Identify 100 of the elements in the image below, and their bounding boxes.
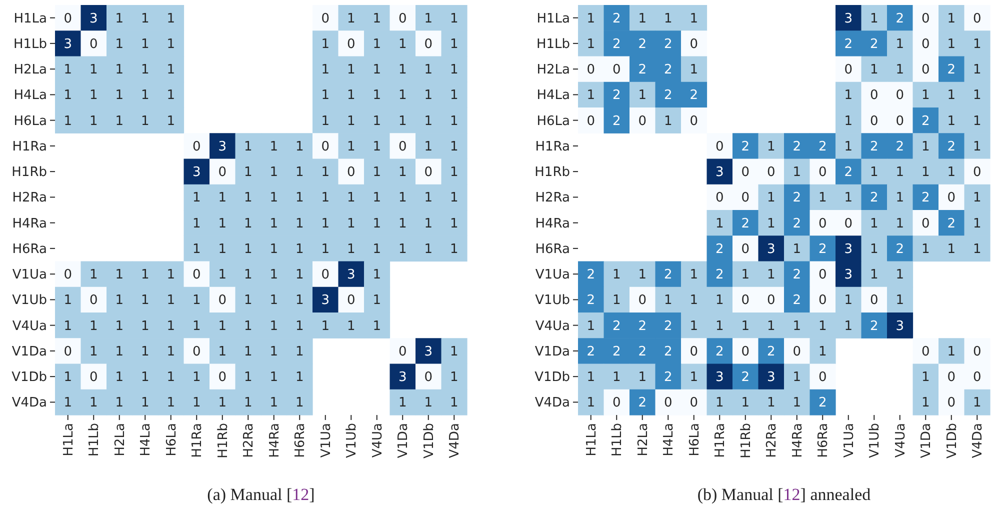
data-label: 2 bbox=[921, 190, 930, 206]
data-label: 1 bbox=[64, 370, 72, 386]
data-label: 1 bbox=[450, 36, 458, 52]
y-tick-label: V1Db bbox=[534, 370, 570, 386]
data-label: 1 bbox=[424, 190, 433, 206]
y-tick-label: H2La bbox=[536, 62, 570, 78]
data-label: 2 bbox=[664, 36, 672, 52]
data-label: 1 bbox=[192, 242, 201, 257]
data-label: 1 bbox=[586, 396, 596, 411]
data-label: 2 bbox=[896, 139, 904, 154]
data-label: 1 bbox=[295, 190, 304, 206]
data-label: 1 bbox=[372, 62, 382, 78]
data-label: 1 bbox=[450, 88, 458, 104]
data-label: 1 bbox=[896, 62, 904, 78]
x-tick-label: H1Rb bbox=[216, 423, 231, 458]
data-label: 2 bbox=[715, 268, 724, 283]
data-label: 1 bbox=[346, 62, 356, 78]
data-label: 3 bbox=[398, 370, 407, 386]
data-label: 2 bbox=[947, 216, 956, 232]
data-label: 1 bbox=[818, 318, 827, 334]
y-tick-label: H1La bbox=[536, 11, 570, 26]
data-label: 1 bbox=[398, 88, 407, 104]
data-label: 1 bbox=[766, 268, 776, 283]
data-label: 1 bbox=[972, 216, 982, 232]
data-label: 1 bbox=[870, 242, 878, 257]
data-label: 1 bbox=[398, 190, 407, 206]
data-label: 0 bbox=[766, 293, 776, 308]
data-label: 1 bbox=[346, 11, 356, 26]
data-label: 1 bbox=[270, 165, 278, 180]
data-label: 2 bbox=[664, 370, 672, 386]
data-label: 0 bbox=[218, 165, 227, 180]
x-tick-label: V4Ua bbox=[370, 423, 386, 458]
data-label: 1 bbox=[346, 190, 356, 206]
y-tick-label: V1Ub bbox=[535, 293, 570, 308]
data-label: 2 bbox=[818, 139, 827, 154]
data-label: 1 bbox=[372, 318, 382, 334]
data-label: 1 bbox=[218, 268, 227, 283]
data-label: 1 bbox=[372, 190, 382, 206]
data-label: 1 bbox=[638, 268, 647, 283]
data-label: 0 bbox=[947, 190, 956, 206]
data-label: 1 bbox=[140, 114, 150, 129]
data-label: 0 bbox=[612, 62, 621, 78]
y-tick-label: H6Ra bbox=[535, 242, 570, 257]
y-tick-label: V1Db bbox=[12, 370, 47, 386]
data-label: 2 bbox=[664, 318, 672, 334]
data-label: 1 bbox=[115, 344, 124, 360]
data-label: 1 bbox=[64, 293, 72, 308]
data-label: 0 bbox=[741, 165, 750, 180]
data-label: 2 bbox=[715, 242, 724, 257]
data-label: 1 bbox=[346, 114, 356, 129]
data-label: 2 bbox=[664, 344, 672, 360]
x-tick-label: V4Da bbox=[448, 423, 463, 458]
y-tick-label: H2Ra bbox=[535, 190, 570, 206]
data-label: 1 bbox=[398, 62, 407, 78]
x-tick-label: H4Ra bbox=[267, 423, 282, 458]
data-label: 2 bbox=[690, 88, 698, 104]
x-tick-label: H4Ra bbox=[790, 423, 806, 458]
data-label: 1 bbox=[424, 396, 433, 411]
x-tick-label: H1La bbox=[61, 423, 76, 456]
data-label: 1 bbox=[792, 396, 802, 411]
data-label: 0 bbox=[818, 370, 827, 386]
data-label: 1 bbox=[115, 318, 124, 334]
data-label: 2 bbox=[664, 268, 672, 283]
text: (a) Manual [12] bbox=[207, 485, 315, 504]
data-label: 1 bbox=[870, 165, 878, 180]
data-label: 1 bbox=[586, 318, 596, 334]
y-tick-label: H6Ra bbox=[12, 242, 47, 257]
data-label: 1 bbox=[295, 344, 304, 360]
data-label: 1 bbox=[424, 88, 433, 104]
y-tick-label: V1Da bbox=[12, 344, 47, 360]
data-label: 1 bbox=[321, 114, 330, 129]
data-label: 2 bbox=[638, 396, 647, 411]
data-label: 0 bbox=[690, 396, 698, 411]
data-label: 1 bbox=[166, 11, 176, 26]
data-label: 1 bbox=[818, 190, 827, 206]
data-label: 1 bbox=[270, 370, 278, 386]
data-label: 1 bbox=[372, 88, 382, 104]
x-tick-label: H4La bbox=[662, 423, 677, 456]
data-label: 1 bbox=[244, 370, 252, 386]
data-label: 1 bbox=[450, 396, 458, 411]
data-label: 1 bbox=[450, 344, 458, 360]
data-label: 0 bbox=[64, 344, 72, 360]
x-tick-label: V4Ua bbox=[893, 423, 908, 458]
data-label: 2 bbox=[638, 344, 647, 360]
data-label: 1 bbox=[715, 396, 724, 411]
data-label: 1 bbox=[140, 268, 150, 283]
data-label: 1 bbox=[818, 344, 827, 360]
data-label: 1 bbox=[947, 344, 956, 360]
data-label: 1 bbox=[89, 344, 98, 360]
y-tick-label: H1Lb bbox=[536, 36, 570, 52]
data-label: 0 bbox=[398, 344, 407, 360]
data-label: 1 bbox=[64, 62, 72, 78]
data-label: 2 bbox=[870, 190, 878, 206]
data-label: 3 bbox=[89, 11, 98, 26]
data-label: 2 bbox=[638, 36, 647, 52]
data-label: 1 bbox=[64, 396, 72, 411]
data-label: 0 bbox=[870, 114, 878, 129]
data-label: 1 bbox=[612, 268, 621, 283]
data-label: 0 bbox=[818, 216, 827, 232]
x-tick-label: H2La bbox=[636, 423, 651, 456]
